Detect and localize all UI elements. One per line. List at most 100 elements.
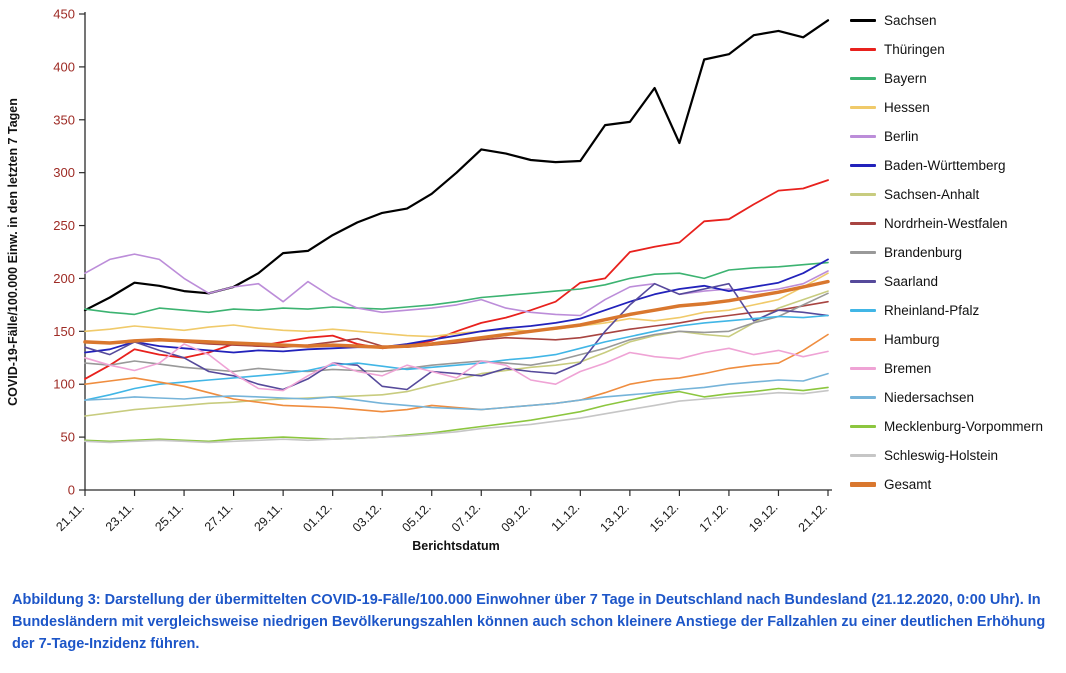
legend-item: Baden-Württemberg (850, 155, 1064, 175)
legend-color-swatch (850, 105, 876, 109)
legend-color-swatch (850, 18, 876, 22)
y-tick-label: 150 (53, 324, 75, 339)
legend-color-swatch (850, 47, 876, 51)
series-line-saarland (84, 282, 829, 391)
legend-color-swatch (850, 192, 876, 196)
x-tick-label: 25.11. (152, 500, 186, 534)
y-tick-label: 350 (53, 112, 75, 127)
x-tick-label: 01.12. (300, 500, 334, 534)
legend-item: Sachsen-Anhalt (850, 184, 1064, 204)
legend-color-swatch (850, 366, 876, 370)
series-line-sachsen (83, 19, 830, 312)
x-tick-label: 21.12. (796, 500, 830, 534)
series-line-niedersachsen (84, 372, 829, 411)
series-line-sachsen-anhalt (84, 290, 829, 417)
legend-label: Rheinland-Pfalz (884, 302, 980, 318)
x-tick-label: 27.11. (202, 500, 236, 534)
legend-label: Schleswig-Holstein (884, 447, 999, 463)
legend-color-swatch (850, 163, 876, 167)
series-line-bremen (84, 343, 829, 392)
series-line-gesamt (83, 279, 830, 349)
y-tick-label: 450 (53, 7, 75, 22)
legend-label: Thüringen (884, 41, 945, 57)
series-line-rheinland-pfalz (84, 314, 829, 401)
y-tick-label: 0 (68, 483, 75, 498)
y-tick-label: 100 (53, 377, 75, 392)
legend-label: Berlin (884, 128, 919, 144)
legend-item: Bremen (850, 358, 1064, 378)
series-line-brandenburg (84, 292, 829, 373)
legend-item: Saarland (850, 271, 1064, 291)
chart-axes (84, 12, 832, 491)
x-tick-label: 19.12. (746, 500, 780, 534)
legend-item: Hamburg (850, 329, 1064, 349)
x-tick-label: 29.11. (251, 500, 285, 534)
legend-label: Hamburg (884, 331, 940, 347)
legend-label: Niedersachsen (884, 389, 975, 405)
x-tick-label: 17.12. (697, 500, 731, 534)
series-line-hamburg (84, 333, 829, 413)
legend-label: Brandenburg (884, 244, 963, 260)
x-tick-label: 11.12. (549, 500, 583, 534)
series-line-berlin (84, 253, 829, 317)
series-line-bayern (84, 261, 829, 316)
y-tick-label: 200 (53, 271, 75, 286)
legend-item: Bayern (850, 68, 1064, 88)
series-line-hessen (84, 272, 829, 338)
legend-color-swatch (850, 395, 876, 399)
legend-color-swatch (850, 250, 876, 254)
chart-series-lines (83, 19, 830, 444)
legend-label: Sachsen (884, 12, 937, 28)
legend-item: Niedersachsen (850, 387, 1064, 407)
legend-item: Hessen (850, 97, 1064, 117)
series-line-th-ringen (84, 179, 829, 380)
legend-color-swatch (850, 481, 876, 487)
x-tick-label: 23.11. (103, 500, 137, 534)
legend-label: Sachsen-Anhalt (884, 186, 980, 202)
x-tick-label: 07.12. (449, 500, 483, 534)
legend-item: Nordrhein-Westfalen (850, 213, 1064, 233)
legend-label: Bayern (884, 70, 927, 86)
x-tick-label: 03.12. (350, 500, 384, 534)
series-line-schleswig-holstein (84, 389, 829, 444)
legend-color-swatch (850, 134, 876, 138)
figure-caption: Abbildung 3: Darstellung der übermittelt… (12, 592, 1046, 652)
x-tick-label: 13.12. (598, 500, 632, 534)
legend-item: Brandenburg (850, 242, 1064, 262)
legend-label: Nordrhein-Westfalen (884, 215, 1008, 231)
line-chart: 0 50 100 150 200 250 300 350 400 450 21.11. 23.11.… (6, 7, 832, 553)
legend-item: Mecklenburg-Vorpommern (850, 416, 1064, 436)
legend-item: Rheinland-Pfalz (850, 300, 1064, 320)
x-tick-label: 05.12. (399, 500, 433, 534)
legend-item: Berlin (850, 126, 1064, 146)
series-line-nordrhein-westfalen (84, 300, 829, 349)
x-tick-label: 09.12. (498, 500, 532, 534)
x-axis-title: Berichtsdatum (412, 539, 500, 553)
legend-item: Gesamt (850, 474, 1064, 494)
series-line-mecklenburg-vorpommern (84, 386, 829, 443)
y-tick-label: 300 (53, 165, 75, 180)
x-tick-label: 15.12. (647, 500, 681, 534)
legend-label: Baden-Württemberg (884, 157, 1006, 173)
y-tick-label: 400 (53, 59, 75, 74)
legend-label: Hessen (884, 99, 930, 115)
y-tick-label: 250 (53, 218, 75, 233)
series-line-baden-w-rttemberg (84, 258, 829, 354)
legend-item: Thüringen (850, 39, 1064, 59)
legend-item: Schleswig-Holstein (850, 445, 1064, 465)
legend-color-swatch (850, 337, 876, 341)
legend-label: Mecklenburg-Vorpommern (884, 418, 1044, 434)
legend-color-swatch (850, 279, 876, 283)
legend-label: Gesamt (884, 476, 932, 492)
legend-color-swatch (850, 76, 876, 80)
x-tick-label: 21.11. (53, 500, 87, 534)
legend-color-swatch (850, 308, 876, 312)
x-axis-ticks: 21.11. 23.11. 25.11. 27.11. 29.11. 01.12. 03.1… (53, 490, 830, 535)
y-axis-title: COVID-19-Fälle/100.000 Einw. in den letz… (6, 98, 20, 406)
legend-color-swatch (850, 453, 876, 457)
legend-label: Bremen (884, 360, 932, 376)
legend-label: Saarland (884, 273, 939, 289)
legend-item: Sachsen (850, 10, 1064, 30)
legend-color-swatch (850, 424, 876, 428)
